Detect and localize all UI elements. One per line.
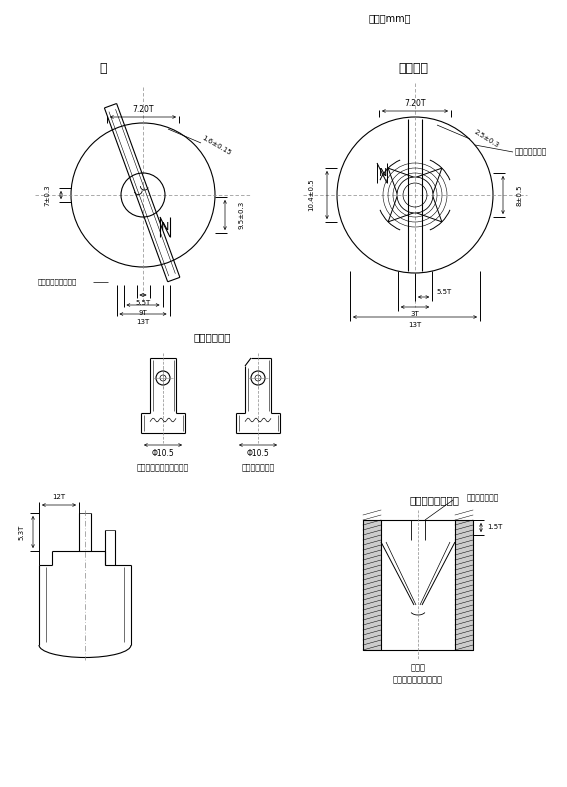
Text: 9T: 9T [138, 310, 147, 316]
Text: 5.5T: 5.5T [136, 300, 151, 306]
Text: （接地側の極）: （接地側の極） [242, 464, 274, 472]
Text: 刃受け: 刃受け [411, 663, 425, 673]
Text: 7.20T: 7.20T [404, 98, 426, 108]
Bar [455, 520, 473, 650]
Text: 12T: 12T [52, 494, 66, 500]
Text: 5.3T: 5.3T [18, 524, 24, 540]
Text: 7±0.3: 7±0.3 [44, 184, 50, 206]
Bar [363, 520, 381, 650]
Text: N: N [161, 222, 169, 232]
Text: 面取りすること: 面取りすること [515, 147, 547, 157]
Text: 刃受け穴: 刃受け穴 [398, 61, 428, 75]
Text: 1.5T: 1.5T [487, 524, 503, 530]
Text: 面取りすること: 面取りすること [467, 493, 499, 503]
Text: 刃: 刃 [99, 61, 107, 75]
Text: 刃のノッチ穴の中心: 刃のノッチ穴の中心 [37, 279, 77, 286]
Text: （形状は一例を示す）: （形状は一例を示す） [393, 675, 443, 685]
Text: （単位mm）: （単位mm） [369, 13, 411, 23]
Text: 13T: 13T [408, 322, 422, 328]
Text: 8±0.5: 8±0.5 [516, 184, 522, 205]
Text: 13T: 13T [137, 319, 150, 325]
Text: Φ10.5: Φ10.5 [151, 449, 175, 459]
Text: 1.6±0.15: 1.6±0.15 [200, 135, 232, 156]
Text: （接地側の極以外の極）: （接地側の極以外の極） [137, 464, 189, 472]
Text: N: N [379, 168, 387, 178]
Text: 7.20T: 7.20T [132, 105, 154, 113]
Text: 2.5±0.3: 2.5±0.3 [473, 129, 501, 149]
Text: 9.5±0.3: 9.5±0.3 [238, 201, 244, 229]
Text: 10.4±0.5: 10.4±0.5 [308, 179, 314, 212]
Text: 刃受け穴の断面図: 刃受け穴の断面図 [410, 495, 460, 505]
Text: 刃先の拡大図: 刃先の拡大図 [193, 332, 231, 342]
Text: 3T: 3T [411, 311, 420, 317]
Text: 5.5T: 5.5T [437, 289, 452, 295]
Text: Φ10.5: Φ10.5 [247, 449, 269, 459]
